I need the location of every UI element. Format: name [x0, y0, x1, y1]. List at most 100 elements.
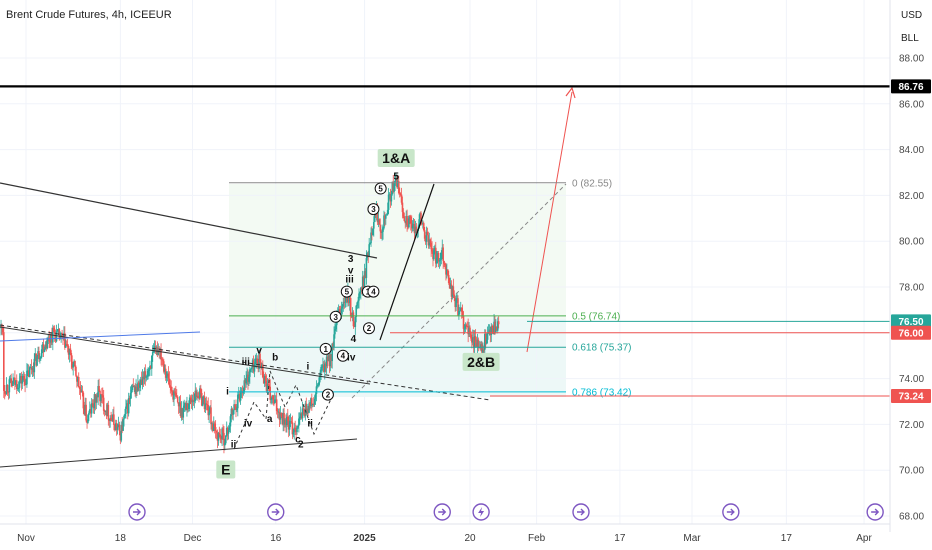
candle-body — [42, 344, 45, 352]
candle-body — [176, 396, 179, 403]
unit-label[interactable]: BLL — [901, 33, 919, 44]
candle-body — [373, 208, 376, 223]
candle-body — [292, 432, 295, 435]
candle-body — [360, 287, 363, 291]
candle-body — [7, 391, 10, 393]
candle-body — [435, 257, 438, 264]
candle-body — [138, 382, 140, 388]
event-icon[interactable] — [572, 503, 590, 521]
candle-body — [3, 332, 5, 391]
candle-body — [454, 298, 456, 308]
candle-body — [24, 379, 26, 385]
circled-wave-label: 5 — [340, 285, 353, 298]
candle-body — [393, 183, 395, 192]
price-marker-box — [891, 325, 931, 340]
candle-body — [222, 428, 224, 433]
candle-body — [37, 351, 39, 357]
candle-body — [412, 224, 415, 226]
candle-body — [216, 432, 219, 441]
price-marker-box — [891, 314, 931, 329]
candle-body — [232, 410, 234, 415]
candle-body — [55, 331, 58, 342]
candle-body — [96, 395, 99, 398]
candle-body — [69, 348, 72, 354]
candle-body — [81, 390, 84, 393]
candle-body — [40, 349, 43, 358]
circled-wave-label: 5 — [374, 182, 387, 195]
candle-body — [143, 371, 146, 380]
candle-body — [282, 412, 284, 425]
candle-body — [207, 404, 210, 416]
candle-body — [165, 376, 168, 378]
circle-number: 1 — [323, 345, 328, 354]
candle-body — [466, 326, 469, 327]
event-icon[interactable] — [267, 503, 285, 521]
wave-zigzag — [233, 370, 334, 450]
candle-body — [82, 392, 85, 409]
candle-body — [30, 367, 33, 370]
candle-body — [209, 407, 211, 413]
candle-body — [23, 376, 25, 380]
candle-body — [410, 217, 412, 224]
candle-body — [494, 321, 496, 333]
trendline-dashed — [0, 324, 491, 401]
y-tick-label: 72.00 — [899, 420, 924, 431]
circled-wave-label: 3 — [329, 310, 342, 323]
candle-body — [36, 356, 38, 366]
candle-body — [187, 403, 189, 409]
candle-body — [136, 386, 138, 391]
candle-body — [316, 385, 319, 387]
candle-body — [118, 424, 121, 432]
candle-body — [95, 395, 98, 403]
candle-body — [125, 406, 127, 414]
candle-body — [352, 312, 355, 327]
candle-body — [488, 329, 491, 333]
candle-body — [295, 429, 297, 433]
candle-body — [450, 284, 453, 297]
candle-body — [70, 353, 73, 362]
candle-body — [264, 376, 267, 381]
candle-body — [475, 343, 478, 347]
wave-label-big: 2&B — [462, 352, 500, 371]
candle-body — [367, 252, 370, 256]
event-icon[interactable] — [128, 503, 146, 521]
candle-body — [102, 397, 105, 411]
candle-body — [465, 324, 468, 327]
event-icon[interactable] — [722, 503, 740, 521]
candle-body — [238, 394, 241, 401]
candle-body — [212, 423, 214, 431]
candle-body — [473, 336, 476, 349]
candle-body — [175, 392, 177, 397]
candle-body — [9, 378, 12, 380]
wave-label-bg — [462, 352, 500, 371]
candle-body — [246, 374, 248, 379]
candle-body — [133, 386, 136, 387]
event-icon[interactable] — [433, 503, 451, 521]
event-icon[interactable] — [472, 503, 490, 521]
wave-label-big: E — [216, 460, 236, 479]
candle-body — [398, 193, 401, 195]
candle-body — [348, 297, 351, 304]
x-tick-label: 16 — [270, 533, 282, 544]
candle-body — [3, 390, 6, 394]
candle-body — [68, 348, 71, 355]
candle-body — [457, 298, 459, 316]
candle-body — [361, 276, 364, 291]
event-icon[interactable] — [866, 503, 884, 521]
candle-body — [255, 358, 258, 362]
drawings: 0 (82.55) 0.5 (76.74) 0.618 (75.37) 0.786 (… — [0, 85, 890, 468]
candle-body — [173, 391, 175, 400]
event-icons[interactable] — [128, 503, 884, 521]
currency-label[interactable]: USD — [901, 10, 922, 21]
candle-body — [437, 253, 440, 262]
candle-body — [386, 209, 389, 215]
candle-body — [185, 403, 187, 410]
candle-body — [100, 394, 102, 402]
triangle-upper — [0, 326, 371, 385]
candle-body — [343, 301, 345, 303]
candle-body — [314, 393, 317, 399]
circle-number: 2 — [367, 324, 372, 333]
candle-body — [340, 308, 343, 314]
time-axis[interactable]: Nov 18 Dec 16 2025 20 Feb 17 Mar 17 Apr — [17, 533, 872, 544]
